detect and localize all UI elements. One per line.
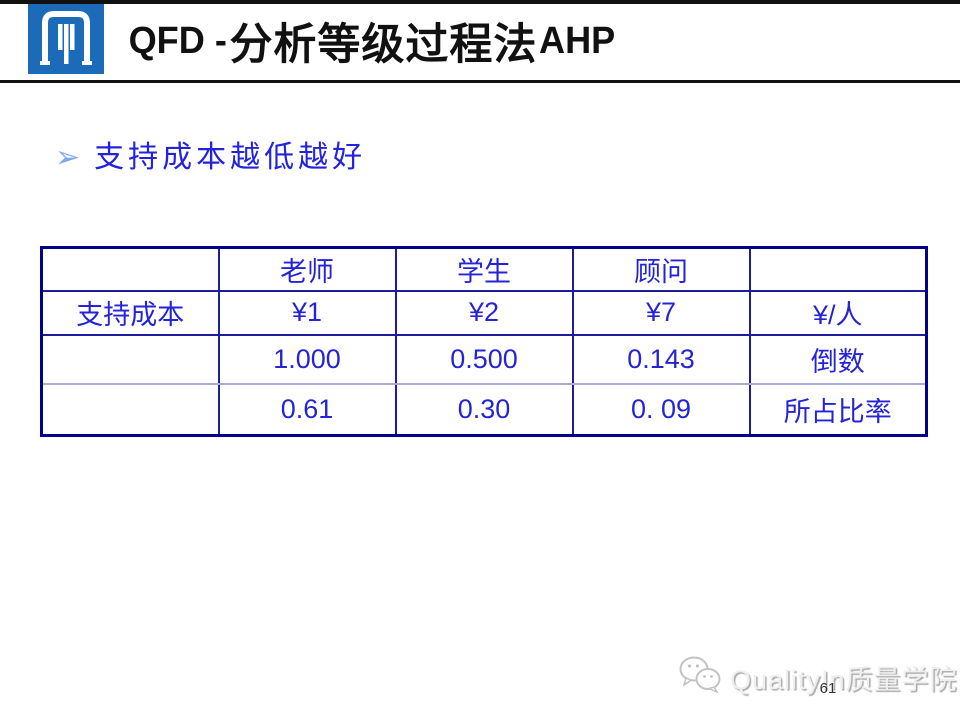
value-cell: 0.143 — [571, 333, 751, 385]
value-cell: 0. 09 — [571, 382, 751, 437]
watermark-text: QualityIn质量学院 — [730, 665, 958, 695]
value-cell: ¥2 — [394, 289, 574, 336]
table-row-reciprocal: 1.000 0.500 0.143 倒数 — [40, 333, 928, 385]
title-chinese: 分析等级过程法 — [229, 21, 538, 69]
top-border-bar — [0, 0, 960, 4]
table-row-ratio: 0.61 0.30 0. 09 所占比率 — [40, 382, 928, 437]
unit-cell: ¥/人 — [748, 289, 928, 336]
page-title: QFD - 分析等级过程法 AHP — [126, 4, 618, 78]
header-cell-teacher: 老师 — [217, 246, 397, 292]
cost-comparison-table: 老师 学生 顾问 支持成本 ¥1 ¥2 ¥7 ¥/人 1.000 0.500 0… — [40, 246, 928, 437]
title-suffix: AHP — [539, 19, 616, 62]
value-cell: 1.000 — [217, 333, 397, 385]
title-prefix: QFD - — [128, 19, 227, 62]
value-cell: ¥1 — [217, 289, 397, 336]
value-cell: 0.61 — [217, 382, 397, 437]
row-label-cell — [40, 333, 220, 385]
page-number: 61 — [819, 680, 837, 697]
value-cell: 0.30 — [394, 382, 574, 437]
header-cell-student: 学生 — [394, 246, 574, 292]
header-cell-consultant: 顾问 — [571, 246, 751, 292]
bullet-line: ➢ 支持成本越低越好 — [55, 138, 366, 178]
table-row-cost: 支持成本 ¥1 ¥2 ¥7 ¥/人 — [40, 289, 928, 336]
arrow-right-bullet-icon: ➢ — [55, 141, 81, 174]
header-cell-empty — [40, 246, 220, 292]
wechat-icon — [676, 654, 724, 701]
bullet-text: 支持成本越低越好 — [94, 141, 367, 174]
value-cell: 0.500 — [394, 333, 574, 385]
watermark: QualityIn质量学院 — [676, 654, 958, 701]
header-divider — [0, 80, 960, 83]
value-cell: ¥7 — [571, 289, 751, 336]
row-label-cell — [40, 382, 220, 437]
unit-cell: 倒数 — [748, 333, 928, 385]
gate-icon — [35, 7, 97, 72]
header-cell-empty — [748, 246, 928, 292]
logo — [28, 4, 104, 74]
row-label-cell: 支持成本 — [40, 289, 220, 336]
table-header-row: 老师 学生 顾问 — [40, 246, 928, 292]
unit-cell: 所占比率 — [748, 382, 928, 437]
